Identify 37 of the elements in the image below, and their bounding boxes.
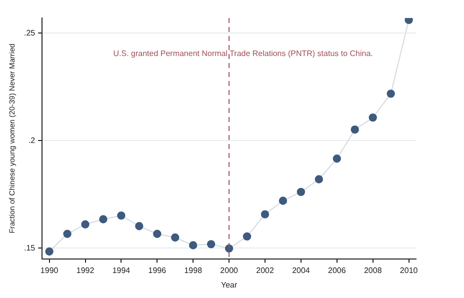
- x-tick-label: 2006: [328, 266, 346, 275]
- x-tick-label: 2000: [220, 266, 239, 275]
- point: [350, 125, 359, 134]
- y-tick-label: .2: [28, 136, 36, 145]
- point: [224, 244, 234, 253]
- y-tick-label: .25: [24, 28, 36, 38]
- x-tick-label: 2004: [292, 266, 310, 275]
- point: [171, 233, 180, 242]
- point: [368, 113, 377, 122]
- point: [260, 210, 270, 218]
- point: [242, 232, 252, 241]
- point: [314, 175, 324, 184]
- point: [135, 222, 144, 230]
- x-tick-label: 2002: [256, 266, 274, 275]
- x-tick-label: 1996: [148, 266, 167, 275]
- point: [99, 215, 108, 224]
- x-tick-label: 1994: [112, 266, 131, 275]
- point: [45, 247, 54, 256]
- y-tick-label: .15: [24, 243, 36, 252]
- point: [117, 211, 126, 220]
- x-tick-label: 2010: [400, 266, 418, 275]
- point: [404, 18, 413, 24]
- x-tick-label: 1998: [184, 266, 203, 275]
- point: [332, 154, 342, 163]
- point: [153, 230, 162, 238]
- point: [206, 240, 216, 248]
- point: [189, 241, 198, 250]
- ref-line-label: U.S. granted Permanent Normal Trade Relations (PNTR) status to China.: [113, 49, 373, 58]
- point: [386, 90, 395, 98]
- x-axis-title: Year: [220, 280, 238, 290]
- point: [81, 220, 90, 228]
- x-tick-label: 1992: [76, 266, 95, 275]
- x-tick-label: 2008: [364, 266, 382, 275]
- point: [63, 230, 72, 238]
- point: [296, 188, 306, 196]
- point: [278, 196, 288, 205]
- x-tick-label: 1990: [40, 266, 59, 275]
